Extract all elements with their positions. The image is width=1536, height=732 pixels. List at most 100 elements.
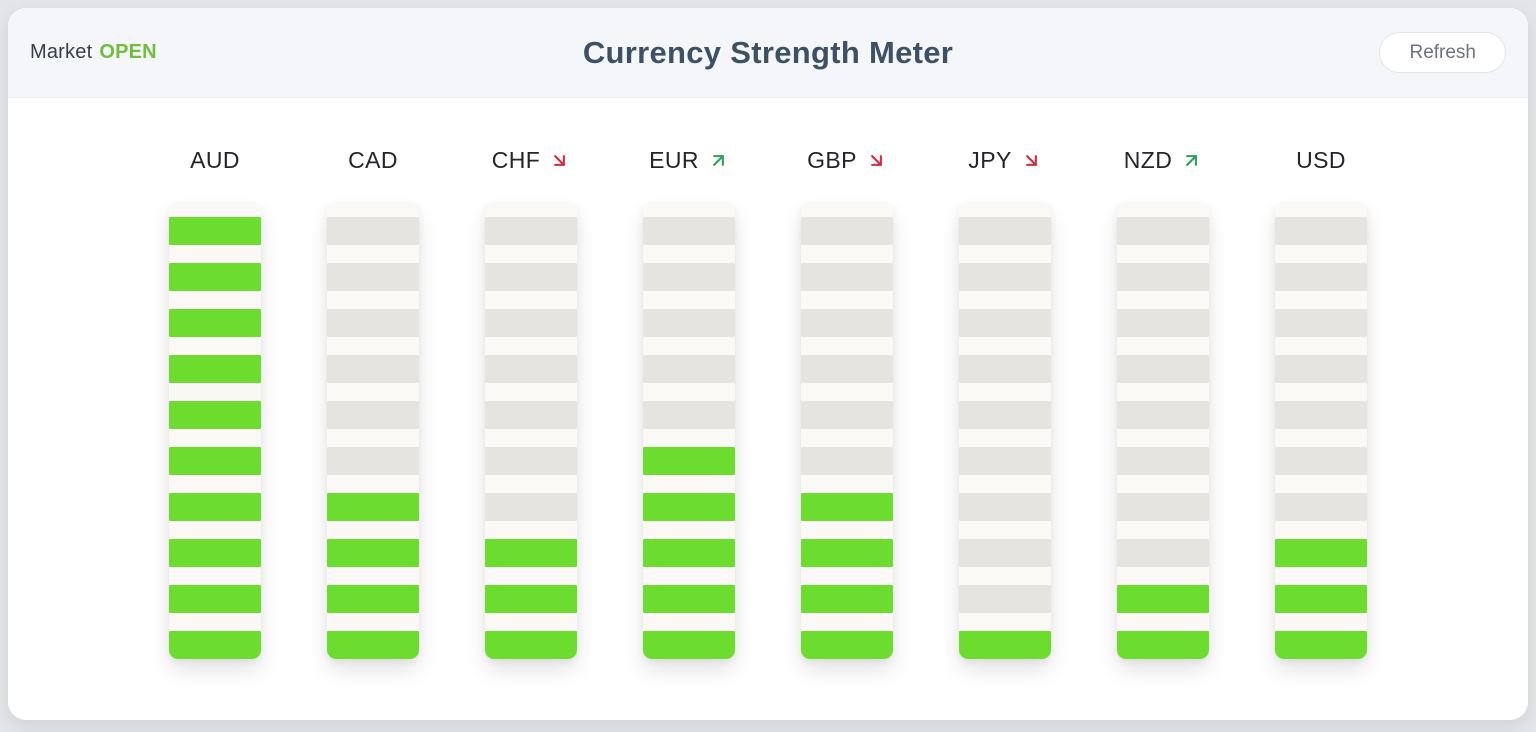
refresh-button[interactable]: Refresh [1379, 32, 1506, 73]
strength-segment [1275, 401, 1367, 429]
currency-column: AUD [169, 146, 261, 659]
strength-segment [643, 263, 735, 291]
strength-segment [1117, 585, 1209, 613]
strength-segment [485, 401, 577, 429]
strength-segment [485, 631, 577, 659]
strength-segment [327, 493, 419, 521]
strength-segment [959, 309, 1051, 337]
strength-segment [1117, 309, 1209, 337]
strength-segment [1117, 631, 1209, 659]
strength-segment [801, 355, 893, 383]
currency-column: JPY [959, 146, 1051, 659]
currency-label: CAD [348, 146, 398, 174]
strength-bar [485, 202, 577, 659]
strength-segment [959, 493, 1051, 521]
strength-segment [643, 355, 735, 383]
strength-segment [959, 401, 1051, 429]
strength-segment [485, 355, 577, 383]
card-body: AUD CAD CHF EUR [8, 98, 1528, 659]
strength-segment [485, 539, 577, 567]
strength-bar [643, 202, 735, 659]
strength-segment [1117, 263, 1209, 291]
currency-column: CHF [485, 146, 577, 659]
strength-segment [959, 585, 1051, 613]
strength-segment [1275, 217, 1367, 245]
strength-segment [959, 263, 1051, 291]
currency-code: CHF [491, 146, 541, 173]
currency-label: CHF [492, 146, 570, 174]
trend-down-icon [549, 150, 570, 171]
strength-segment [327, 539, 419, 567]
strength-segment [1275, 355, 1367, 383]
currency-label: JPY [968, 146, 1041, 174]
strength-segment [801, 539, 893, 567]
strength-segment [801, 631, 893, 659]
strength-segment [485, 493, 577, 521]
strength-segment [485, 263, 577, 291]
strength-segment [1275, 539, 1367, 567]
strength-segment [643, 585, 735, 613]
strength-bar [1117, 202, 1209, 659]
strength-segment [1117, 355, 1209, 383]
strength-segment [643, 401, 735, 429]
currency-column: NZD [1117, 146, 1209, 659]
trend-up-icon [708, 150, 729, 171]
strength-segment [801, 263, 893, 291]
currency-code: GBP [807, 146, 857, 173]
strength-segment [485, 217, 577, 245]
market-open-badge: OPEN [99, 41, 157, 63]
strength-segment [801, 309, 893, 337]
market-status: Market OPEN [30, 41, 157, 64]
strength-segment [643, 631, 735, 659]
strength-segment [169, 493, 261, 521]
currency-code: JPY [968, 146, 1012, 173]
strength-segment [1117, 217, 1209, 245]
currency-column: GBP [801, 146, 893, 659]
strength-segment [327, 447, 419, 475]
strength-segment [801, 401, 893, 429]
strength-segment [1275, 263, 1367, 291]
currency-column: EUR [643, 146, 735, 659]
strength-segment [959, 631, 1051, 659]
page-title: Currency Strength Meter [582, 34, 954, 70]
strength-segment [169, 309, 261, 337]
trend-up-icon [1181, 150, 1202, 171]
strength-segment [169, 401, 261, 429]
strength-bar [959, 202, 1051, 659]
strength-bar [801, 202, 893, 659]
strength-segment [169, 447, 261, 475]
strength-segment [801, 447, 893, 475]
strength-segment [1275, 493, 1367, 521]
strength-segment [169, 263, 261, 291]
strength-bar [169, 202, 261, 659]
strength-bar [327, 202, 419, 659]
strength-segment [643, 217, 735, 245]
strength-segment [643, 309, 735, 337]
strength-segment [169, 585, 261, 613]
currency-label: USD [1296, 146, 1346, 174]
strength-segment [169, 355, 261, 383]
card-header: Market OPEN Currency Strength Meter Refre… [8, 8, 1528, 98]
strength-segment [1117, 401, 1209, 429]
currency-strength-card: Market OPEN Currency Strength Meter Refre… [8, 8, 1528, 720]
strength-bar [1275, 202, 1367, 659]
strength-segment [485, 585, 577, 613]
strength-segment [327, 355, 419, 383]
strength-segment [327, 585, 419, 613]
strength-segment [643, 539, 735, 567]
strength-columns: AUD CAD CHF EUR [8, 146, 1528, 659]
strength-segment [959, 447, 1051, 475]
strength-segment [327, 263, 419, 291]
strength-segment [959, 217, 1051, 245]
strength-segment [801, 493, 893, 521]
strength-segment [1275, 447, 1367, 475]
strength-segment [169, 539, 261, 567]
strength-segment [801, 585, 893, 613]
strength-segment [327, 631, 419, 659]
trend-down-icon [1021, 150, 1042, 171]
strength-segment [1117, 447, 1209, 475]
trend-down-icon [866, 150, 887, 171]
strength-segment [169, 631, 261, 659]
strength-segment [1275, 631, 1367, 659]
strength-segment [1117, 493, 1209, 521]
